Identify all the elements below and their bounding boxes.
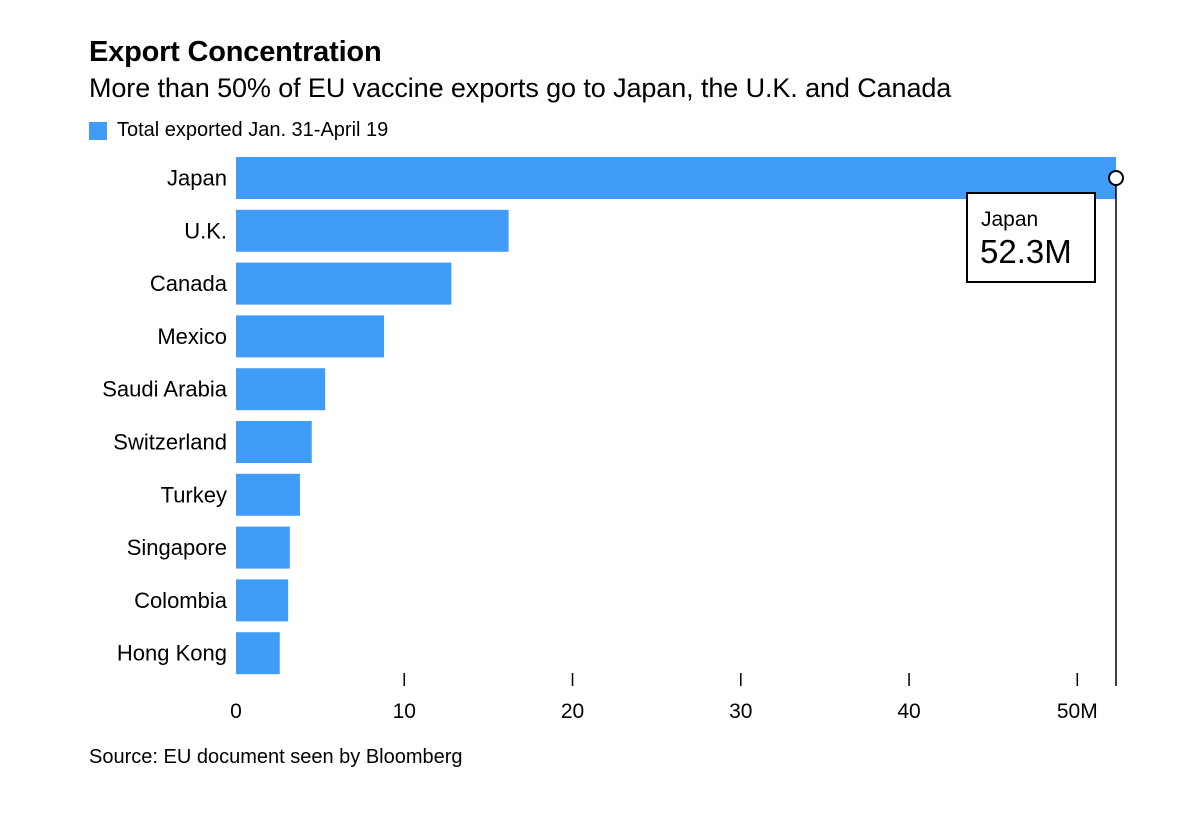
category-label-colombia: Colombia xyxy=(134,588,228,613)
source-note: Source: EU document seen by Bloomberg xyxy=(89,746,463,768)
category-label-switzerland: Switzerland xyxy=(113,430,227,455)
x-tick-label-30: 30 xyxy=(729,700,752,723)
bar-hong-kong xyxy=(236,632,280,675)
category-label-mexico: Mexico xyxy=(157,324,227,349)
legend-swatch xyxy=(89,121,107,140)
category-label-hong-kong: Hong Kong xyxy=(117,641,227,666)
x-tick-label-10: 10 xyxy=(393,700,416,723)
crosshair-marker xyxy=(1108,170,1124,186)
category-label-saudi-arabia: Saudi Arabia xyxy=(102,377,228,402)
legend: Total exported Jan. 31-April 19 xyxy=(89,119,388,142)
bar-colombia xyxy=(236,579,289,622)
category-label-u-k: U.K. xyxy=(184,218,227,243)
bar-switzerland xyxy=(236,421,312,463)
legend-label: Total exported Jan. 31-April 19 xyxy=(117,119,389,141)
x-tick-label-40: 40 xyxy=(897,700,920,723)
bar-mexico xyxy=(236,315,385,358)
bar-u-k xyxy=(236,209,509,252)
category-label-turkey: Turkey xyxy=(161,482,227,507)
category-label-japan: Japan xyxy=(167,166,227,191)
bar-canada xyxy=(236,262,452,305)
bar-saudi-arabia xyxy=(236,368,326,411)
tooltip-box xyxy=(966,192,1096,283)
bar-singapore xyxy=(236,526,290,569)
bar-turkey xyxy=(236,473,300,516)
x-tick-label-50: 50M xyxy=(1057,700,1098,723)
x-tick-label-0: 0 xyxy=(230,700,242,723)
chart-subtitle: More than 50% of EU vaccine exports go t… xyxy=(89,73,952,103)
category-label-canada: Canada xyxy=(150,271,228,296)
x-tick-label-20: 20 xyxy=(561,700,584,723)
tooltip-value: 52.3M xyxy=(980,233,1072,270)
category-label-singapore: Singapore xyxy=(127,535,227,560)
tooltip-category: Japan xyxy=(981,208,1038,231)
chart-title: Export Concentration xyxy=(89,36,382,68)
